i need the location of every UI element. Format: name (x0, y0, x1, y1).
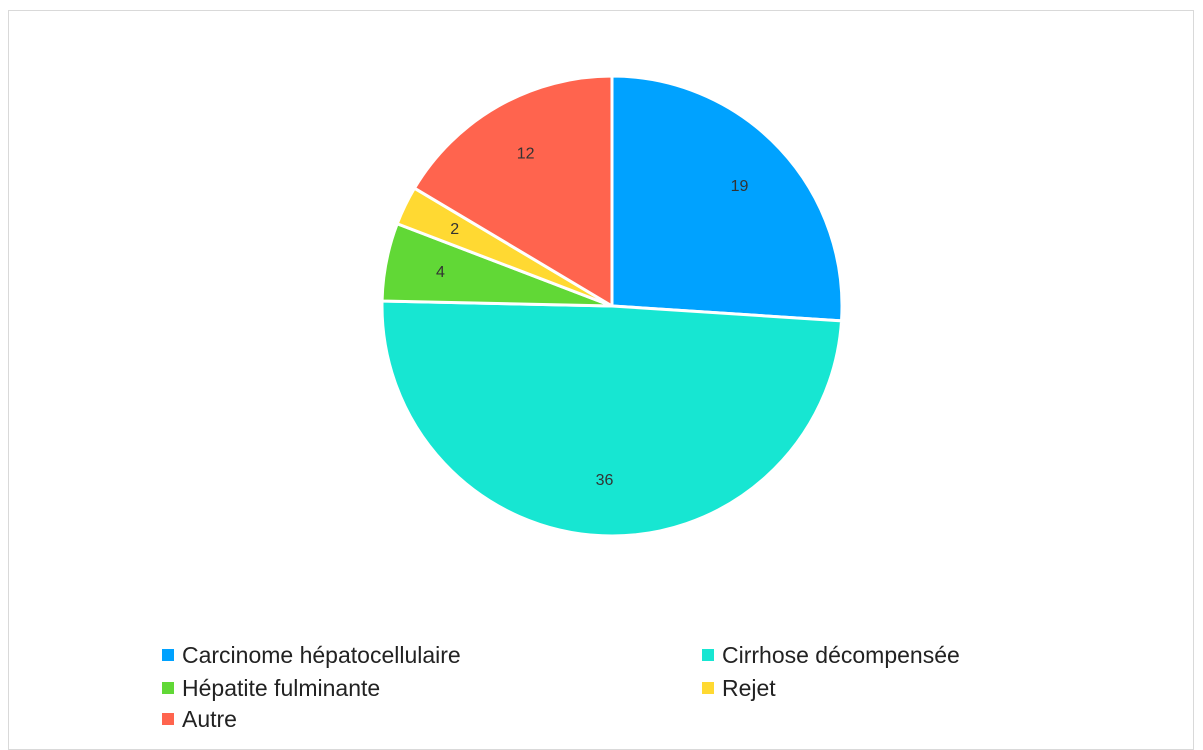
data-label-hepatite-fulminante: 4 (436, 264, 445, 281)
pie-slice-autre (412, 74, 614, 308)
legend-swatch-carcinome (162, 649, 174, 661)
legend-swatch-rejet (702, 682, 714, 694)
legend-label-rejet: Rejet (722, 674, 776, 701)
pie-slice-carcinome-hepatocellulaire (610, 74, 844, 323)
pie-slices (380, 74, 844, 538)
pie-slice-cirrhose-decompensee (380, 299, 844, 538)
legend-swatch-hepatite (162, 682, 174, 694)
pie-data-labels: 19 36 4 2 12 (436, 145, 749, 489)
legend-item-rejet: Rejet (702, 674, 776, 702)
data-label-cirrhose-decompensee: 36 (596, 472, 614, 489)
legend-label-hepatite: Hépatite fulminante (182, 674, 381, 701)
data-label-autre: 12 (517, 145, 535, 162)
legend-item-carcinome: Carcinome hépatocellulaire (162, 641, 461, 669)
legend-swatch-autre (162, 713, 174, 725)
legend-item-hepatite: Hépatite fulminante (162, 674, 380, 702)
legend-label-cirrhose: Cirrhose décompensée (722, 641, 960, 668)
data-label-carcinome-hepatocellulaire: 19 (731, 178, 749, 195)
legend-item-cirrhose: Cirrhose décompensée (702, 641, 960, 669)
data-label-rejet: 2 (450, 221, 459, 238)
legend-swatch-cirrhose (702, 649, 714, 661)
legend-label-carcinome: Carcinome hépatocellulaire (182, 641, 461, 668)
legend-item-autre: Autre (162, 705, 237, 733)
legend-label-autre: Autre (182, 705, 237, 732)
